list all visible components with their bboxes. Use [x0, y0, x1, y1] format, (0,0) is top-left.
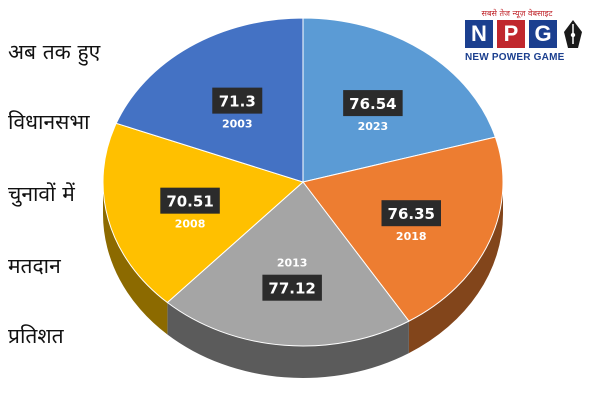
- value-box-2008: [160, 187, 220, 214]
- pie-slice-2013: [166, 181, 410, 347]
- year-label-2013: 2013: [277, 257, 308, 270]
- year-label-2003: 2003: [222, 118, 253, 131]
- logo-site-name: NEW POWER GAME: [465, 52, 565, 63]
- npg-logo: सबसे तेज न्यूज़ वेबसाइट N P G NEW POWER …: [463, 8, 591, 68]
- slice-label-group-2018: 76.35 2018: [381, 200, 441, 243]
- year-label-2008: 2008: [175, 218, 206, 231]
- year-label-2018: 2018: [396, 230, 427, 243]
- pie-slice-2018: [302, 136, 504, 322]
- slice-label-group-2023: 76.54 2023: [343, 90, 403, 133]
- value-label-2023: 76.54: [349, 95, 396, 113]
- value-box-2003: [212, 87, 263, 114]
- logo-letter-g: G: [529, 20, 557, 48]
- logo-tagline: सबसे तेज न्यूज़ वेबसाइट: [481, 9, 553, 18]
- logo-letters: N P G: [465, 20, 561, 48]
- logo-letter-p: P: [497, 20, 525, 48]
- title-line-2: विधानसभा: [8, 110, 90, 134]
- value-label-2003: 71.3: [219, 93, 256, 111]
- slice-label-group-2013: 77.12 2013: [262, 257, 322, 301]
- title-line-4: मतदान: [8, 254, 61, 278]
- year-label-2023: 2023: [358, 120, 389, 133]
- value-box-2018: [381, 200, 441, 227]
- chart-side-title: अब तक हुए विधानसभा चुनावों में मतदान प्र…: [0, 0, 112, 400]
- value-label-2013: 77.12: [268, 280, 315, 298]
- pen-nib-icon: [564, 20, 582, 48]
- title-line-5: प्रतिशत: [8, 324, 64, 348]
- pie-depth-2013: [167, 302, 409, 379]
- value-label-2018: 76.35: [388, 205, 435, 223]
- slice-label-group-2008: 70.51 2008: [160, 187, 220, 231]
- logo-letter-n: N: [465, 20, 493, 48]
- slice-label-group-2003: 71.3 2003: [212, 87, 263, 131]
- value-box-2013: [262, 274, 322, 301]
- pie-slice-2003: [115, 17, 304, 183]
- value-box-2023: [343, 90, 403, 117]
- title-line-1: अब तक हुए: [8, 40, 101, 64]
- value-label-2008: 70.51: [166, 193, 213, 211]
- pie-depth-2018: [408, 182, 503, 354]
- pie-depth-2008: [103, 182, 168, 335]
- title-line-3: चुनावों में: [8, 182, 75, 206]
